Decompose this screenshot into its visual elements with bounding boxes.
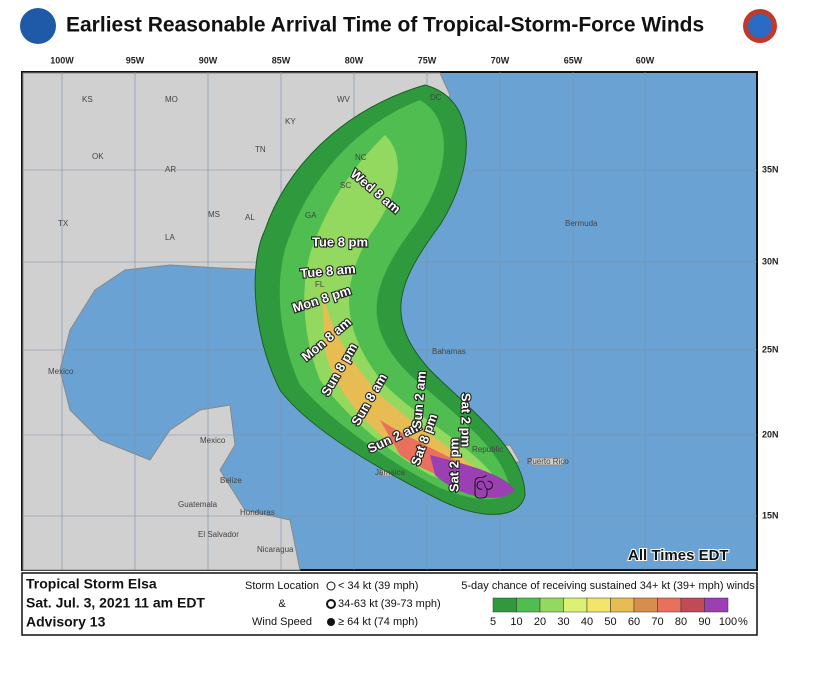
- place-label: AR: [165, 165, 176, 174]
- advisory-number: Advisory 13: [26, 614, 106, 630]
- place-label: NC: [355, 153, 367, 162]
- time-label: Sun 2 am: [409, 370, 429, 429]
- scale-tick: 70: [651, 616, 663, 628]
- time-label: Tue 8 pm: [312, 234, 368, 249]
- scale-swatch: [586, 597, 611, 613]
- cone: [254, 84, 526, 515]
- place-label: SC: [340, 181, 351, 190]
- scale-swatch: [539, 597, 564, 613]
- place-label: Bermuda: [565, 219, 598, 228]
- wind-icon: [327, 618, 335, 626]
- scale-tick: 60: [628, 616, 640, 628]
- lon-label: 80W: [345, 55, 364, 65]
- scale-swatch: [516, 597, 541, 613]
- place-label: KY: [285, 117, 296, 126]
- time-label: Sat 2 pm: [459, 393, 474, 447]
- place-label: Honduras: [240, 508, 275, 517]
- time-label: Tue 8 am: [300, 261, 356, 281]
- place-label: MS: [208, 210, 220, 219]
- scale-swatch: [563, 597, 588, 613]
- wind-class: < 34 kt (39 mph): [338, 580, 418, 592]
- map: ꩺ KS MO WV KY DC OK AR TN NC SC TX MS AL GA LA FL Bermud…: [21, 71, 758, 571]
- place-label: El Salvador: [198, 530, 239, 539]
- wind-class: ≥ 64 kt (74 mph): [338, 616, 418, 628]
- lat-label: 35N: [762, 164, 779, 174]
- place-label: Puerto Rico: [527, 457, 569, 466]
- scale-swatch: [680, 597, 705, 613]
- wind-icon: [326, 581, 336, 591]
- place-label: OK: [92, 152, 104, 161]
- lat-label: 25N: [762, 344, 779, 354]
- wind-class: 34-63 kt (39-73 mph): [338, 598, 441, 610]
- scale-swatch: [610, 597, 635, 613]
- place-label: Nicaragua: [257, 545, 294, 554]
- time-note: All Times EDT: [628, 547, 729, 564]
- footer: Tropical Storm Elsa Sat. Jul. 3, 2021 11…: [21, 572, 758, 636]
- scale-tick: 20: [534, 616, 546, 628]
- scale-swatch: [492, 597, 517, 613]
- lat-label: 30N: [762, 256, 779, 266]
- scale-swatch: [657, 597, 682, 613]
- place-label: Bahamas: [432, 347, 466, 356]
- scale-swatch: [633, 597, 658, 613]
- lon-label: 75W: [418, 55, 437, 65]
- scale-tick: 30: [557, 616, 569, 628]
- lon-label: 60W: [636, 55, 655, 65]
- lon-label: 90W: [199, 55, 218, 65]
- scale-tick: 10: [510, 616, 522, 628]
- lat-label: 15N: [762, 510, 779, 520]
- place-labels: KS MO WV KY DC OK AR TN NC SC TX MS AL GA LA FL Bermuda B…: [48, 93, 598, 554]
- title: Earliest Reasonable Arrival Time of Trop…: [66, 14, 704, 37]
- place-label: MO: [165, 95, 178, 104]
- lon-label: 95W: [126, 55, 145, 65]
- color-scale: 5 10 20 30 40 50 60 70 80 90 100%: [490, 597, 748, 628]
- legend-title: Wind Speed: [252, 616, 312, 628]
- place-label: FL: [315, 280, 325, 289]
- lon-label: 100W: [50, 55, 74, 65]
- place-label: Belize: [220, 476, 242, 485]
- puerto-rico: [529, 457, 566, 466]
- lon-label: 85W: [272, 55, 291, 65]
- scale-swatch: [704, 597, 729, 613]
- storm-symbol: ꩺ: [473, 472, 494, 498]
- place-label: AL: [245, 213, 255, 222]
- legend-title: Storm Location: [245, 580, 319, 592]
- place-label: LA: [165, 233, 175, 242]
- place-label: TN: [255, 145, 266, 154]
- nws-logo-inner: [748, 14, 772, 38]
- lon-label: 65W: [564, 55, 583, 65]
- place-label: Guatemala: [178, 500, 218, 509]
- scale-tick: 90: [698, 616, 710, 628]
- place-label: KS: [82, 95, 93, 104]
- place-label: Mexico: [200, 436, 226, 445]
- place-label: GA: [305, 211, 317, 220]
- legend-title: &: [278, 598, 286, 610]
- place-label: WV: [337, 95, 351, 104]
- lon-label: 70W: [491, 55, 510, 65]
- place-label: TX: [58, 219, 69, 228]
- noaa-logo: [20, 8, 56, 44]
- scale-tick: 80: [675, 616, 687, 628]
- scale-tick: 50: [604, 616, 616, 628]
- scale-tick: 100: [719, 616, 737, 628]
- advisory-date: Sat. Jul. 3, 2021 11 am EDT: [26, 595, 205, 611]
- scale-title: 5-day chance of receiving sustained 34+ …: [461, 580, 755, 592]
- place-label: Mexico: [48, 367, 74, 376]
- cone-band: [430, 455, 515, 498]
- storm-name: Tropical Storm Elsa: [26, 576, 157, 592]
- scale-unit: %: [738, 616, 748, 628]
- lat-label: 20N: [762, 429, 779, 439]
- place-label: Republic: [472, 445, 503, 454]
- time-label: Sat 2 pm: [446, 438, 461, 492]
- place-label: DC: [430, 93, 442, 102]
- wind-icon: [326, 599, 336, 609]
- scale-tick: 40: [581, 616, 593, 628]
- scale-tick: 5: [490, 616, 496, 628]
- place-label: Jamaica: [375, 468, 405, 477]
